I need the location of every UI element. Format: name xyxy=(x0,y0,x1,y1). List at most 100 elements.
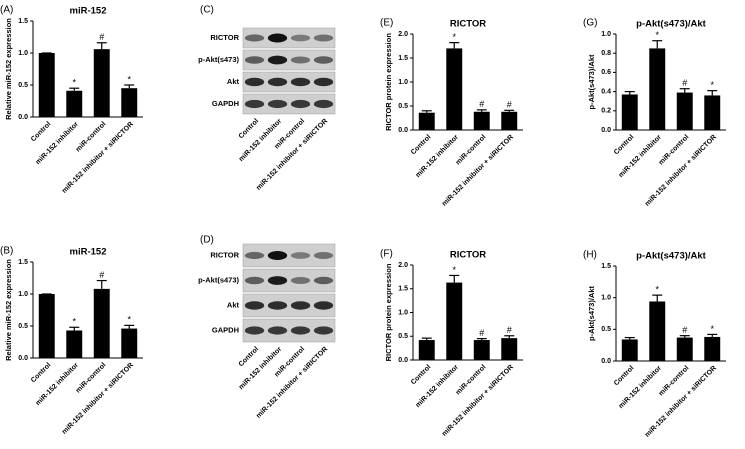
blot-band xyxy=(290,277,311,284)
y-tick-label: 0.0 xyxy=(398,127,408,134)
y-tick-label: 2.0 xyxy=(398,31,408,38)
y-tick-label: 1.0 xyxy=(398,309,408,316)
y-axis-label: Relative miR-152 expression xyxy=(4,259,13,361)
blot-band xyxy=(290,77,311,87)
blot-band xyxy=(244,99,265,109)
blot-band xyxy=(267,55,288,65)
significance-mark: # xyxy=(682,78,687,88)
panel-label: (C) xyxy=(200,5,214,16)
lane-label: miR-152 inhibitor xyxy=(238,118,284,164)
y-tick-label: 0.5 xyxy=(601,326,611,333)
blot-band xyxy=(244,251,265,260)
significance-mark: # xyxy=(479,328,484,338)
y-tick-label: 1.5 xyxy=(18,18,28,25)
x-tick-label: Control xyxy=(613,134,636,157)
blot-band xyxy=(313,252,334,259)
blot-strip xyxy=(242,243,336,268)
panel-label: (D) xyxy=(200,235,214,246)
blot-band xyxy=(290,56,311,64)
bar xyxy=(93,288,110,358)
significance-mark: * xyxy=(710,324,714,334)
lane-label: Control xyxy=(238,118,261,141)
y-tick-label: 1.5 xyxy=(398,286,408,293)
y-tick-label: 2.0 xyxy=(398,262,408,269)
blot-strip xyxy=(242,293,336,318)
bar xyxy=(473,111,490,130)
y-axis-label: RICTOR protein expression xyxy=(384,33,393,131)
chart-title: p-Akt(s473)/Akt xyxy=(636,251,707,262)
blot-band xyxy=(244,34,265,42)
significance-mark: * xyxy=(655,285,659,295)
blot-strip xyxy=(242,71,336,93)
significance-mark: * xyxy=(72,78,76,88)
chart-title: miR-152 xyxy=(70,247,107,258)
y-axis-label: p-Akt(s473)/Akt xyxy=(587,54,596,110)
blot-band xyxy=(313,56,334,64)
blot-band xyxy=(244,77,265,87)
bar xyxy=(676,92,693,130)
blot-band xyxy=(313,326,334,335)
significance-mark: # xyxy=(682,325,687,335)
bar xyxy=(676,337,693,361)
panel-label: (B) xyxy=(0,246,13,257)
y-tick-label: 0.5 xyxy=(398,103,408,110)
blot-band xyxy=(313,99,334,109)
bar xyxy=(473,340,490,360)
bar xyxy=(418,112,435,130)
x-tick-label: Control xyxy=(410,134,433,157)
blot-row-label: RICTOR xyxy=(210,33,239,42)
lane-label: miR-152 inhibitor xyxy=(238,346,284,392)
x-tick-label: Control xyxy=(410,364,433,387)
significance-mark: * xyxy=(655,30,659,40)
panel-label: (E) xyxy=(380,18,393,29)
bar xyxy=(121,88,138,117)
bar xyxy=(501,338,518,360)
bar xyxy=(704,95,721,130)
x-tick-label: Control xyxy=(30,362,53,385)
significance-mark: * xyxy=(127,74,131,84)
blot-row-label: Akt xyxy=(227,77,240,86)
significance-mark: * xyxy=(72,317,76,327)
blot-band xyxy=(244,326,265,335)
y-tick-label: 0.0 xyxy=(601,127,611,134)
blot-strip xyxy=(242,27,336,49)
y-tick-label: 0.6 xyxy=(601,69,611,76)
bar xyxy=(66,90,83,117)
bar xyxy=(38,294,55,358)
significance-mark: # xyxy=(99,32,104,42)
blot-band xyxy=(244,276,265,285)
significance-mark: # xyxy=(507,325,512,335)
blot-strip xyxy=(242,93,336,115)
significance-mark: * xyxy=(452,32,456,42)
blot-band xyxy=(267,99,288,109)
blot-row-label: GAPDH xyxy=(212,325,239,334)
panel-label: (H) xyxy=(583,250,597,261)
blot-row-label: p-Akt(s473) xyxy=(198,55,239,64)
y-tick-label: 0.2 xyxy=(601,108,611,115)
bar xyxy=(621,94,638,130)
blot-band xyxy=(267,301,288,310)
x-tick-label: Control xyxy=(30,121,53,144)
blot-band xyxy=(267,77,288,87)
bar xyxy=(446,282,463,360)
panel-label: (A) xyxy=(0,5,13,16)
significance-mark: # xyxy=(479,99,484,109)
blot-band xyxy=(313,276,334,285)
bar xyxy=(501,111,518,130)
significance-mark: # xyxy=(99,270,104,280)
significance-mark: # xyxy=(507,100,512,110)
bar xyxy=(621,339,638,361)
chart-title: RICTOR xyxy=(450,19,486,30)
x-tick-label: Control xyxy=(613,365,636,388)
y-tick-label: 0.8 xyxy=(601,50,611,57)
lane-label: Control xyxy=(238,346,261,369)
y-tick-label: 1.0 xyxy=(18,291,28,298)
blot-band xyxy=(313,77,334,87)
y-tick-label: 0.0 xyxy=(601,358,611,365)
bar xyxy=(121,328,138,358)
y-tick-label: 0.0 xyxy=(18,355,28,362)
y-axis-label: p-Akt(s473)/Akt xyxy=(587,285,596,341)
blot-band xyxy=(267,33,288,43)
blot-band xyxy=(267,326,288,335)
chart-title: RICTOR xyxy=(450,250,486,261)
